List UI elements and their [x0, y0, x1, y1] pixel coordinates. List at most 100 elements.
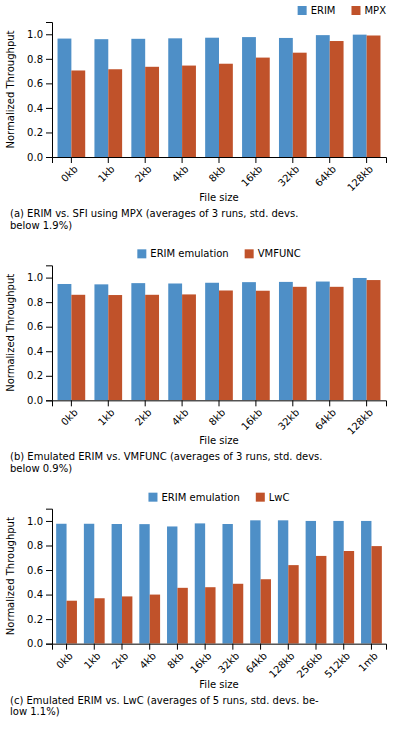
x-tick-label: 64kb — [244, 650, 269, 675]
y-tick-mark — [46, 351, 52, 352]
x-tick: 4kb — [170, 400, 191, 427]
y-tick-mark — [46, 83, 52, 84]
legend-label: ERIM — [311, 5, 336, 16]
bar — [371, 546, 381, 644]
x-tick: 64kb — [244, 644, 269, 676]
bar — [250, 520, 260, 643]
legend-label: MPX — [364, 5, 386, 16]
x-tick: 1kb — [96, 400, 117, 427]
caption-line: (c) Emulated ERIM vs. LwC (averages of 5… — [10, 695, 319, 706]
legend-item: LwC — [256, 492, 290, 503]
x-tick-mark — [145, 400, 146, 406]
x-tick: 2kb — [133, 400, 154, 427]
bar — [367, 36, 381, 158]
x-tick-mark — [66, 644, 67, 650]
y-tick-mark — [46, 132, 52, 133]
bar — [278, 520, 288, 643]
bar — [139, 524, 149, 644]
caption-line: (b) Emulated ERIM vs. VMFUNC (averages o… — [10, 451, 323, 462]
legend-swatch — [351, 6, 360, 15]
x-tick-mark — [94, 644, 95, 650]
x-tick-label: 2kb — [133, 407, 154, 428]
x-tick-mark — [71, 400, 72, 406]
y-tick-mark — [46, 521, 52, 522]
y-tick: 0.8 — [27, 540, 52, 551]
x-tick: 32kb — [276, 400, 301, 432]
x-tick-mark — [371, 644, 372, 650]
y-tick-label: 0.4 — [27, 103, 43, 114]
y-axis-title: Normalized Throughput — [5, 30, 16, 148]
x-axis-line — [53, 401, 387, 407]
x-tick-label: 8kb — [207, 163, 228, 184]
panel: 0.00.20.40.60.81.00kb1kb2kb4kb8kb16kb32k… — [5, 492, 387, 717]
caption: (c) Emulated ERIM vs. LwC (averages of 5… — [10, 695, 319, 718]
x-tick: 128kb — [345, 157, 375, 193]
x-tick-label: 2kb — [133, 163, 154, 184]
bar — [182, 66, 196, 157]
legend-item: MPX — [351, 5, 386, 16]
bar — [67, 601, 77, 644]
y-tick: 0.0 — [27, 395, 52, 406]
y-tick-mark — [46, 400, 52, 401]
bar — [219, 64, 233, 157]
caption-line: below 0.9%) — [10, 463, 72, 474]
y-tick-label: 0.0 — [27, 152, 43, 163]
x-tick-label: 4kb — [170, 407, 191, 428]
x-tick-label: 4kb — [170, 163, 191, 184]
series — [58, 278, 367, 400]
bar — [261, 579, 271, 643]
x-tick: 64kb — [313, 400, 338, 432]
x-tick-label: 64kb — [313, 407, 338, 432]
panel: 0.00.20.40.60.81.00kb1kb2kb4kb8kb16kb32k… — [5, 248, 387, 474]
x-tick-mark — [219, 157, 220, 163]
legend: ERIM emulationVMFUNC — [137, 248, 300, 259]
y-axis-line — [46, 266, 53, 401]
bars — [58, 35, 381, 157]
x-tick: 128kb — [267, 644, 297, 680]
x-tick-label: 512kb — [322, 650, 352, 680]
y-tick: 0.6 — [27, 565, 52, 576]
y-tick-mark — [46, 595, 52, 596]
y-tick-label: 0.8 — [27, 297, 43, 308]
x-tick-mark — [145, 157, 146, 163]
caption: (a) ERIM vs. SFI using MPX (averages of … — [10, 208, 298, 231]
y-tick-mark — [46, 327, 52, 328]
bar — [256, 291, 270, 401]
y-tick-label: 0.4 — [27, 346, 43, 357]
y-tick: 1.0 — [27, 272, 52, 283]
x-tick: 0kb — [59, 157, 80, 184]
x-tick-label: 32kb — [216, 650, 241, 675]
x-tick-mark — [255, 157, 256, 163]
y-tick-label: 0.2 — [27, 370, 43, 381]
x-tick: 8kb — [207, 400, 228, 427]
y-tick-mark — [46, 619, 52, 620]
x-tick: 16kb — [239, 157, 264, 189]
x-tick-mark — [108, 157, 109, 163]
bar — [205, 38, 219, 157]
legend-item: VMFUNC — [245, 248, 301, 259]
bar — [306, 521, 316, 644]
x-tick-label: 0kb — [59, 163, 80, 184]
bar — [367, 280, 381, 400]
y-tick-label: 0.0 — [27, 395, 43, 406]
x-tick-mark — [182, 157, 183, 163]
x-tick-mark — [177, 644, 178, 650]
bar — [242, 282, 256, 400]
legend: ERIM MPX — [298, 5, 387, 16]
bar — [219, 290, 233, 400]
x-axis: 0kb1kb2kb4kb8kb16kb32kb64kb128kb256kb512… — [53, 644, 387, 680]
bar — [94, 284, 108, 400]
x-tick-label: 32kb — [276, 407, 301, 432]
y-tick-mark — [46, 59, 52, 60]
bar — [58, 39, 72, 157]
y-tick-mark — [46, 376, 52, 377]
legend-swatch — [298, 6, 307, 15]
y-tick: 1.0 — [27, 29, 52, 40]
bar — [330, 287, 344, 401]
x-tick: 16kb — [239, 400, 264, 432]
y-tick: 0.0 — [27, 638, 52, 649]
series — [71, 36, 380, 158]
x-tick-mark — [219, 400, 220, 406]
bar — [316, 35, 330, 157]
bar — [333, 521, 343, 644]
